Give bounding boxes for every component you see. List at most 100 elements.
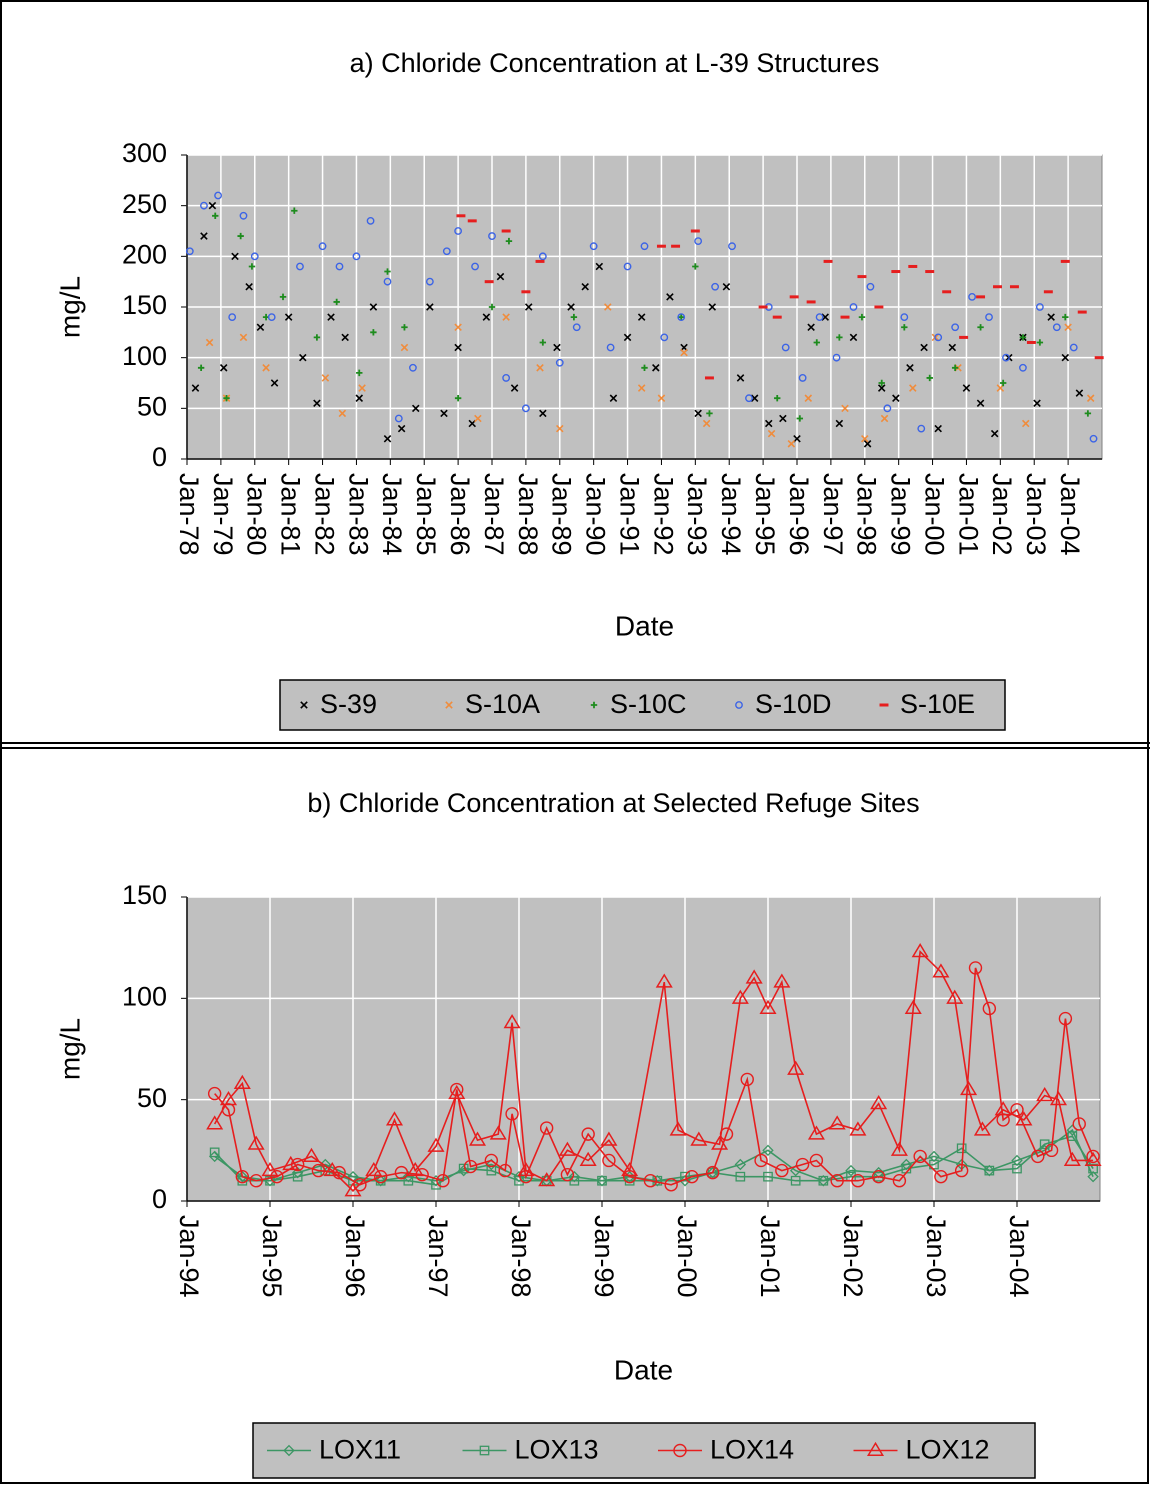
data-point <box>917 424 926 433</box>
data-point <box>488 232 496 240</box>
x-tick-label: Jan-78 <box>174 473 204 556</box>
data-point <box>637 384 646 392</box>
data-point <box>731 989 749 1004</box>
data-point <box>333 298 340 306</box>
data-point <box>711 282 720 291</box>
data-point <box>849 1121 867 1136</box>
data-point <box>928 1150 940 1163</box>
data-point <box>1031 1149 1045 1164</box>
data-point <box>948 343 957 352</box>
data-point <box>355 394 364 402</box>
data-point <box>200 232 208 240</box>
data-point <box>536 364 544 372</box>
data-point <box>279 293 287 301</box>
legend-label: S-10A <box>465 689 540 719</box>
data-point <box>1087 1170 1099 1183</box>
data-point <box>1063 1151 1081 1167</box>
data-point <box>471 262 479 271</box>
data-point <box>570 313 578 321</box>
data-point <box>977 324 984 331</box>
data-point <box>666 293 674 301</box>
data-point <box>302 1147 321 1162</box>
data-point <box>409 363 417 372</box>
x-tick-label: Jan-90 <box>581 473 611 556</box>
data-point <box>401 324 408 331</box>
data-point <box>706 410 713 417</box>
data-point <box>909 384 917 392</box>
data-point <box>1049 1091 1068 1106</box>
data-point <box>602 1153 616 1168</box>
data-point <box>677 313 686 322</box>
data-point <box>951 364 959 371</box>
data-point <box>489 1125 507 1140</box>
data-point <box>200 201 208 210</box>
data-point <box>652 364 660 372</box>
legend-marker <box>445 701 453 709</box>
data-point <box>836 334 843 341</box>
data-point <box>397 424 406 433</box>
data-point <box>185 247 194 256</box>
data-point <box>468 419 476 428</box>
data-point <box>1019 363 1027 372</box>
data-point <box>734 1158 747 1171</box>
x-axis-label: Date <box>614 1354 673 1385</box>
data-point <box>208 201 217 210</box>
data-point <box>212 212 219 219</box>
data-point <box>245 282 253 291</box>
data-point <box>394 1165 409 1180</box>
data-point <box>454 343 462 352</box>
data-point <box>1067 1131 1078 1141</box>
data-point <box>901 324 908 331</box>
data-point <box>994 1101 1012 1116</box>
data-point <box>239 211 248 220</box>
data-point <box>431 1179 441 1190</box>
data-point <box>539 1121 554 1135</box>
data-point <box>828 1115 846 1130</box>
data-point <box>655 973 673 988</box>
y-axis-label: mg/L <box>54 276 85 338</box>
data-point <box>458 1163 469 1174</box>
data-point <box>394 414 403 423</box>
data-point <box>1036 1086 1054 1102</box>
data-point <box>366 216 375 225</box>
data-point <box>934 1169 948 1184</box>
data-point <box>256 323 265 332</box>
data-point <box>911 943 929 958</box>
data-point <box>589 242 598 251</box>
data-point <box>932 963 950 978</box>
data-point <box>1089 434 1098 443</box>
data-point <box>442 247 451 256</box>
data-point <box>1035 303 1044 311</box>
data-point <box>247 1135 265 1150</box>
data-point <box>750 394 759 402</box>
data-point <box>804 394 813 402</box>
data-point <box>597 1175 607 1186</box>
data-point <box>623 262 632 271</box>
data-point <box>640 242 649 251</box>
x-tick-label: Jan-86 <box>445 473 475 556</box>
data-point <box>913 1149 927 1164</box>
data-point <box>934 333 943 342</box>
x-tick-label: Jan-80 <box>242 473 272 556</box>
data-point <box>556 424 564 433</box>
data-point <box>1086 1149 1100 1164</box>
data-point <box>311 1163 326 1178</box>
y-tick-label: 50 <box>137 1083 167 1113</box>
x-tick-label: Jan-03 <box>1021 473 1051 556</box>
data-point <box>1058 1011 1073 1026</box>
x-tick-label: Jan-81 <box>276 473 306 556</box>
data-point <box>539 409 547 418</box>
data-point <box>197 364 205 371</box>
data-point <box>708 303 717 311</box>
x-tick-label: Jan-00 <box>672 1215 702 1298</box>
data-point <box>679 1175 691 1187</box>
data-point <box>779 414 787 423</box>
data-point <box>510 384 519 392</box>
x-tick-label: Jan-87 <box>479 473 509 556</box>
data-point <box>426 303 434 311</box>
data-point <box>1072 1117 1086 1131</box>
data-point <box>219 1091 238 1106</box>
data-point <box>1036 339 1044 346</box>
data-point <box>990 429 999 438</box>
